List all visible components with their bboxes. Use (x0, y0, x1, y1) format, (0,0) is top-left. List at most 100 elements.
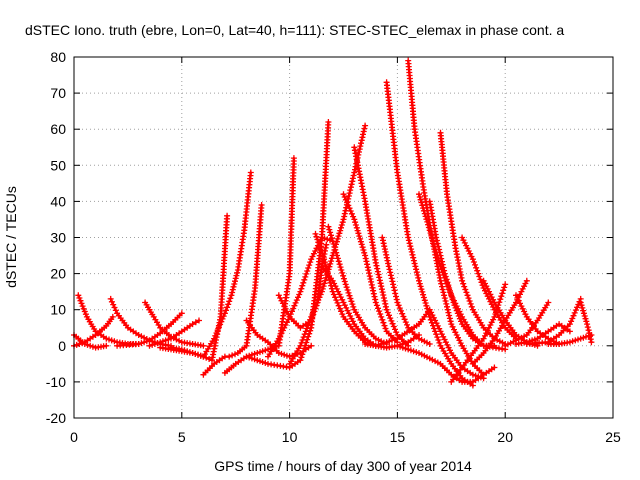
data-point-marker (414, 272, 421, 278)
data-point-marker (366, 273, 373, 280)
data-point-marker (138, 340, 145, 347)
data-point-marker (420, 291, 427, 298)
data-point-marker (472, 261, 478, 268)
y-tick-label: 60 (50, 121, 66, 137)
data-point-marker (435, 337, 442, 343)
data-point-marker (300, 348, 307, 355)
data-point-marker (283, 352, 290, 359)
data-point-marker (323, 241, 330, 248)
data-point-marker (75, 292, 82, 299)
data-point-marker (406, 240, 413, 247)
data-point-marker (339, 311, 346, 318)
data-point-marker (425, 224, 432, 231)
data-point-marker (378, 313, 385, 320)
data-point-marker (234, 269, 241, 276)
data-point-marker (386, 312, 392, 319)
x-tick-labels: 0 5 10 15 20 25 (70, 429, 621, 445)
data-point-marker (376, 308, 383, 315)
data-point-marker (586, 330, 593, 337)
data-point-marker (469, 256, 476, 263)
data-point-marker (345, 202, 352, 209)
data-point-marker (391, 336, 398, 343)
data-point-marker (518, 303, 525, 310)
y-tick-labels: -20 -10 0 10 20 30 40 50 60 70 80 (46, 49, 66, 426)
data-point-marker (358, 137, 365, 144)
data-point-marker (79, 303, 86, 310)
data-point-marker (328, 235, 335, 242)
data-point-marker (317, 291, 324, 298)
data-point-marker (420, 294, 427, 301)
data-point-marker (80, 305, 87, 312)
data-point-marker (327, 229, 334, 236)
data-point-marker (343, 304, 350, 311)
data-point-marker (279, 327, 286, 334)
data-point-marker (246, 354, 253, 361)
data-point-marker (464, 292, 471, 299)
data-point-marker (428, 232, 435, 239)
data-point-marker (290, 155, 297, 162)
data-point-marker (521, 333, 528, 340)
data-point-marker (491, 364, 498, 371)
data-point-marker (313, 233, 320, 240)
x-tick-label: 15 (390, 429, 406, 445)
plot-frame (73, 56, 614, 419)
data-point-marker (447, 290, 454, 297)
data-point-marker (439, 261, 446, 268)
data-point-marker (336, 305, 343, 312)
data-point-marker (383, 254, 390, 261)
data-point-marker (310, 250, 317, 257)
data-point-marker (178, 310, 185, 317)
data-point-marker (468, 303, 475, 310)
data-point-marker (458, 318, 464, 325)
data-point-marker (189, 350, 196, 356)
data-point-marker (87, 342, 94, 349)
data-point-marker (248, 355, 255, 362)
data-point-marker (582, 315, 589, 322)
data-point-marker (392, 290, 399, 297)
data-point-marker (82, 311, 89, 318)
data-point-marker (433, 234, 440, 241)
data-point-marker (370, 290, 377, 297)
data-point-marker (212, 332, 219, 339)
data-point-marker (315, 297, 322, 304)
data-point-marker (340, 272, 347, 279)
data-point-marker (473, 264, 480, 271)
data-point-marker (352, 219, 359, 226)
data-point-marker (379, 234, 386, 241)
data-point-marker (322, 244, 329, 251)
data-point-marker (332, 294, 339, 301)
data-point-marker (162, 337, 169, 344)
data-point-marker (227, 295, 234, 302)
data-point-marker (338, 267, 345, 273)
data-point-marker (417, 196, 424, 203)
data-point-marker (314, 236, 321, 243)
data-point-marker (232, 278, 238, 285)
data-point-marker (362, 122, 369, 129)
data-point-marker (429, 356, 436, 363)
data-point-marker (436, 325, 443, 332)
data-point-marker (577, 335, 584, 342)
data-point-marker (184, 348, 191, 355)
data-point-marker (453, 332, 460, 338)
data-point-marker (389, 320, 396, 327)
data-point-marker (368, 278, 375, 285)
data-point-marker (375, 305, 381, 312)
data-point-marker (338, 224, 344, 231)
data-point-marker (108, 337, 115, 344)
data-point-marker (103, 342, 110, 349)
data-point-marker (393, 293, 399, 300)
data-point-marker (300, 334, 307, 341)
data-point-marker (585, 327, 592, 334)
data-point-marker (135, 341, 142, 347)
data-point-marker (360, 247, 367, 253)
data-point-marker (425, 221, 432, 228)
data-point-marker (329, 288, 336, 295)
data-point-marker (357, 143, 364, 150)
data-point-marker (361, 125, 368, 132)
data-point-marker (492, 311, 499, 317)
y-tick-label: 80 (50, 49, 66, 65)
data-point-marker (107, 295, 114, 302)
data-point-marker (482, 332, 488, 339)
data-point-marker (318, 234, 325, 241)
y-tick-label: 30 (50, 230, 66, 246)
